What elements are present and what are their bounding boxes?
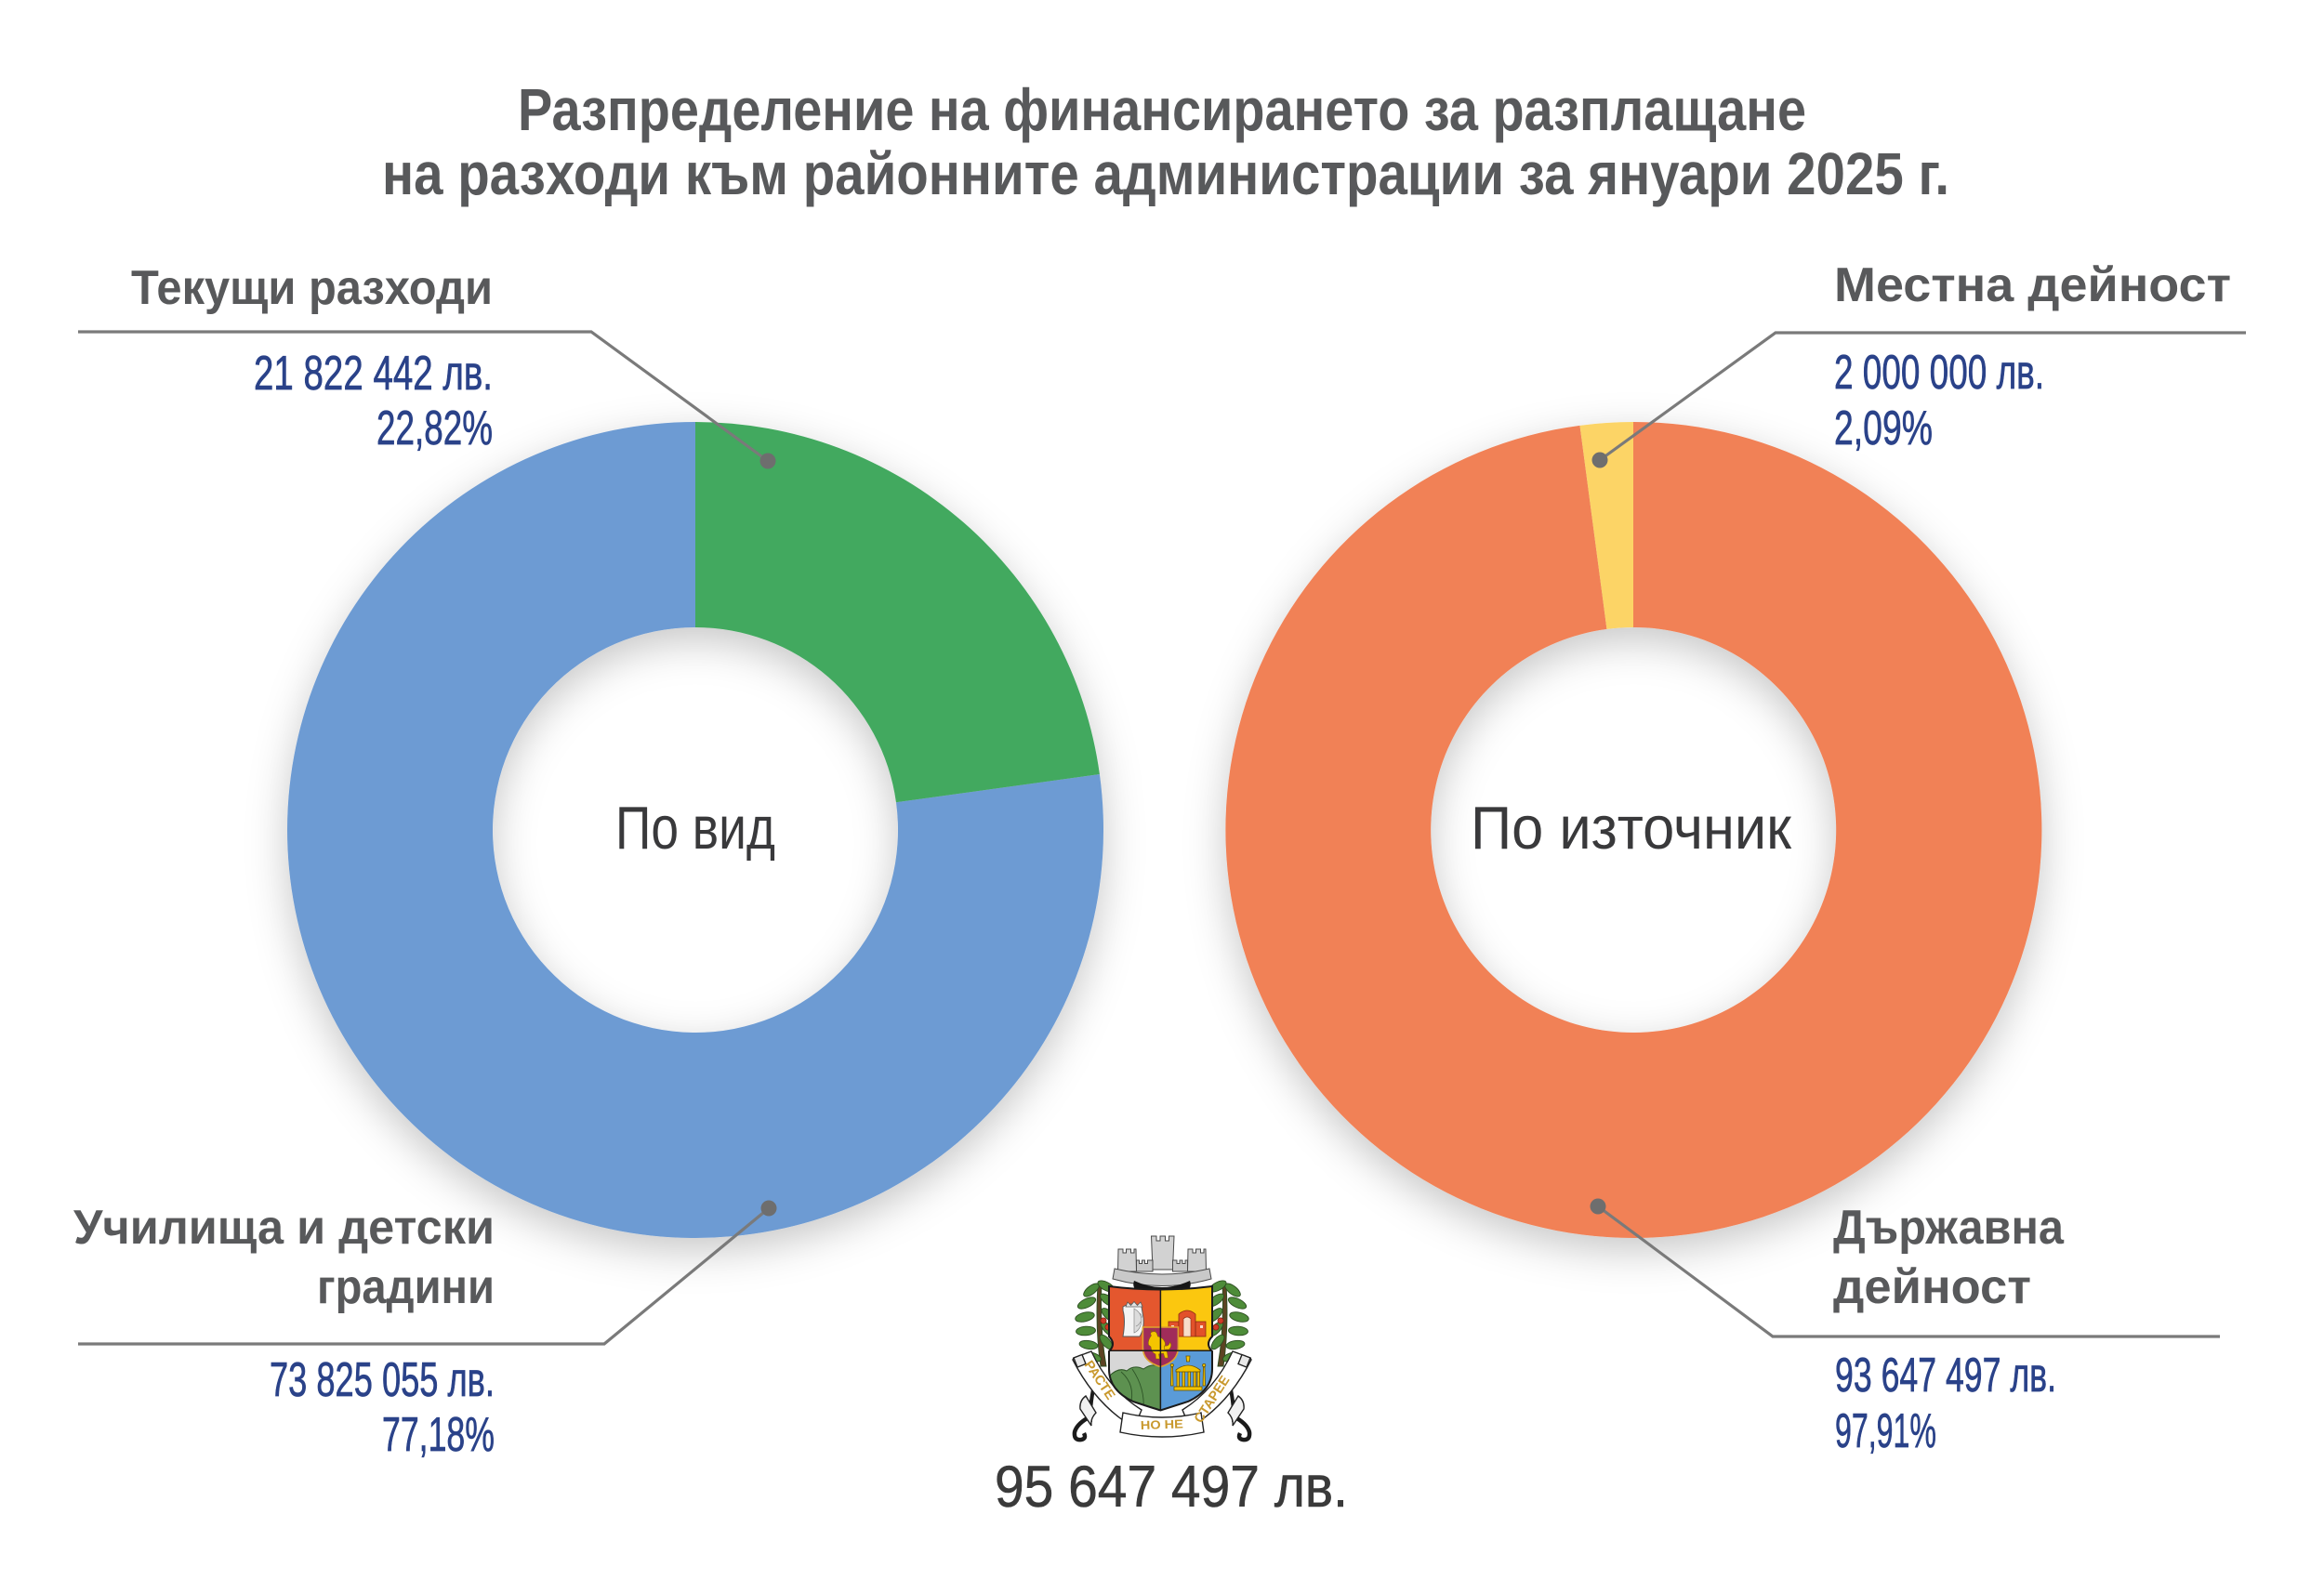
svg-text:73 825 055 лв.: 73 825 055 лв.	[270, 1352, 495, 1406]
svg-text:градини: градини	[317, 1260, 495, 1314]
svg-text:95 647 497 лв.: 95 647 497 лв.	[995, 1455, 1348, 1520]
svg-text:Държавна: Държавна	[1833, 1201, 2065, 1255]
svg-text:93 647 497 лв.: 93 647 497 лв.	[1835, 1348, 2056, 1402]
svg-text:Училища и детски: Училища и детски	[73, 1201, 495, 1255]
svg-text:21 822 442 лв.: 21 822 442 лв.	[254, 346, 493, 400]
svg-text:77,18%: 77,18%	[382, 1407, 495, 1461]
svg-text:По вид: По вид	[615, 794, 775, 862]
svg-text:2 000 000 лв.: 2 000 000 лв.	[1834, 345, 2044, 399]
svg-text:97,91%: 97,91%	[1835, 1403, 1936, 1457]
svg-text:на разходи към районните админ: на разходи към районните администрации з…	[382, 140, 1949, 207]
svg-text:Разпределение на финансирането: Разпределение на финансирането за разпла…	[518, 76, 1806, 143]
svg-text:Текущи разходи: Текущи разходи	[131, 261, 493, 315]
svg-text:2,09%: 2,09%	[1834, 401, 1933, 454]
svg-text:Местна дейност: Местна дейност	[1834, 258, 2231, 312]
svg-text:По източник: По източник	[1471, 794, 1792, 862]
svg-text:дейност: дейност	[1833, 1260, 2031, 1314]
svg-text:22,82%: 22,82%	[376, 401, 493, 454]
svg-text:НО НЕ: НО НЕ	[1141, 1416, 1184, 1432]
